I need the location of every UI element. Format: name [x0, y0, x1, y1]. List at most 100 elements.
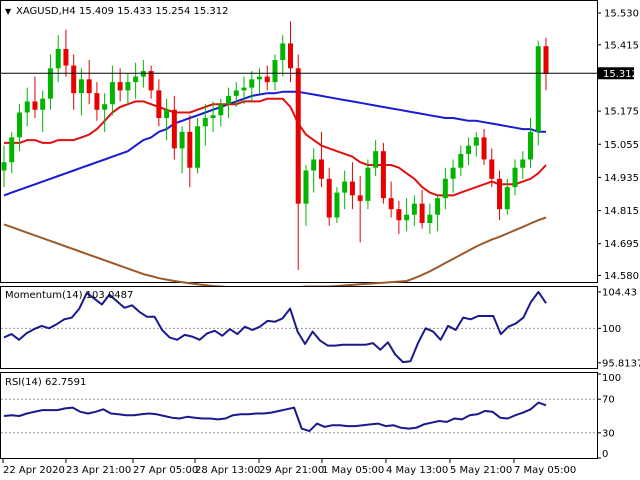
candle-body	[179, 131, 185, 149]
candle-body	[287, 43, 293, 69]
candle-body	[47, 68, 53, 99]
price-pane: 15.530 15.415 15.175 15.055 14.935 14.815 14.6…	[0, 0, 639, 290]
price-tick-label: 15.415	[604, 40, 639, 51]
candle-body	[202, 118, 208, 127]
candle-body	[311, 159, 317, 171]
candle-body	[380, 151, 386, 199]
candle-body	[9, 137, 15, 163]
candle-body	[55, 48, 61, 69]
time-tick-label: 22 Apr 2020	[3, 465, 65, 476]
candle-body	[109, 82, 115, 105]
candle-body	[473, 137, 479, 146]
candle-body	[241, 87, 247, 91]
candle-body	[63, 48, 69, 66]
candle-body	[272, 60, 278, 83]
current-price-line: 15.312	[0, 67, 638, 80]
candle-body	[349, 181, 355, 196]
candles	[1, 21, 549, 270]
candle-body	[528, 131, 534, 160]
candle-body	[497, 178, 503, 210]
price-tick-label: 15.530	[604, 9, 639, 20]
time-tick-label: 5 May 21:00	[450, 465, 512, 476]
candle-body	[257, 76, 263, 80]
rsi-pane: 100 70 30 0 RSI(14) 62.7591	[0, 372, 621, 460]
momentum-path	[3, 290, 547, 364]
candle-body	[458, 153, 464, 168]
candle-body	[249, 79, 255, 88]
candle-body	[164, 109, 170, 119]
candle-body	[1, 162, 7, 171]
candle-body	[133, 76, 139, 83]
momentum-tick-label: 100	[602, 324, 621, 335]
candle-body	[140, 71, 146, 77]
candle-body	[171, 109, 177, 149]
candle-body	[117, 82, 123, 91]
momentum-pane: 104.43 100 95.8137 Momentum(14) 103.0487	[0, 286, 640, 369]
candle-body	[435, 198, 441, 215]
candle-body	[78, 79, 84, 94]
price-tick-label: 15.175	[604, 107, 639, 118]
time-tick-label: 1 May 05:00	[322, 465, 384, 476]
candle-body	[233, 90, 239, 96]
rsi-label: RSI(14) 62.7591	[5, 377, 86, 388]
symbol-label: XAGUSD,H4	[16, 6, 76, 17]
candle-body	[489, 159, 495, 179]
candle-body	[334, 192, 340, 218]
price-tick-label: 15.055	[604, 140, 639, 151]
candle-body	[16, 112, 22, 138]
time-tick-label: 23 Apr 21:00	[66, 465, 131, 476]
candle-body	[535, 46, 541, 132]
ma-mid-path	[3, 90, 546, 197]
time-tick-label: 29 Apr 21:00	[259, 465, 324, 476]
candle-body	[404, 214, 410, 221]
candle-body	[318, 159, 324, 179]
ohlc-readout: 15.409 15.433 15.254 15.312	[79, 6, 229, 17]
rsi-tick-label: 0	[602, 449, 608, 460]
candle-body	[512, 167, 518, 188]
ma-fast-path	[4, 97, 547, 197]
momentum-tick-label: 95.8137	[602, 358, 640, 369]
candle-body	[218, 104, 224, 116]
rsi-tick-label: 70	[602, 395, 615, 406]
ma-mid-line	[3, 90, 546, 197]
chart-menu-glyph[interactable]: ▼	[5, 7, 12, 16]
candle-body	[195, 126, 201, 168]
candle-body	[466, 145, 472, 154]
candle-body	[94, 93, 100, 110]
candle-body	[396, 209, 402, 221]
price-tick-label: 14.695	[604, 239, 639, 250]
price-tick-label: 14.580	[604, 271, 639, 282]
candle-body	[125, 82, 131, 91]
candle-body	[342, 181, 348, 193]
candle-body	[102, 104, 108, 110]
candle-body	[24, 101, 30, 113]
time-tick-label: 27 Apr 05:00	[133, 465, 198, 476]
candle-body	[373, 151, 379, 168]
candle-body	[71, 65, 77, 94]
rsi-line	[3, 401, 547, 433]
candle-body	[442, 178, 448, 199]
rsi-axis: 100 70 30 0	[1, 373, 621, 460]
candle-body	[148, 71, 154, 91]
momentum-line	[3, 290, 547, 364]
momentum-label: Momentum(14) 103.0487	[5, 290, 133, 301]
candle-body	[32, 101, 38, 110]
candle-body	[280, 43, 286, 61]
momentum-tick-label: 104.43	[602, 287, 637, 298]
time-tick-label: 28 Apr 13:00	[195, 465, 260, 476]
candle-body	[326, 178, 332, 218]
candle-body	[388, 198, 394, 210]
candle-body	[411, 203, 417, 215]
rsi-tick-label: 100	[602, 373, 621, 384]
candle-body	[504, 187, 510, 210]
candle-body	[450, 167, 456, 179]
candle-body	[543, 46, 549, 74]
candle-body	[226, 95, 232, 105]
candle-body	[295, 68, 301, 204]
price-axis: 15.530 15.415 15.175 15.055 14.935 14.815 14.6…	[597, 9, 639, 282]
current-price-badge-label: 15.312	[603, 69, 638, 80]
rsi-tick-label: 30	[602, 428, 615, 439]
candle-body	[86, 79, 92, 94]
